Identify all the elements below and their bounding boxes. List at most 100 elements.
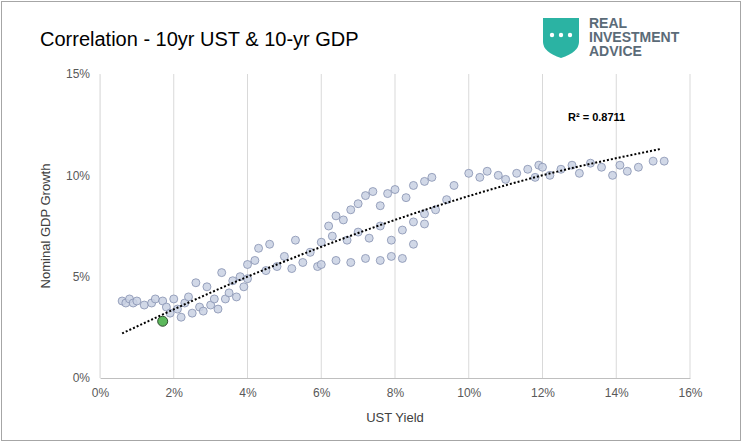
- point: [660, 157, 668, 165]
- point: [502, 175, 510, 183]
- point: [251, 256, 259, 264]
- grid: [100, 74, 690, 378]
- logo-dot: [550, 33, 554, 37]
- point: [210, 295, 218, 303]
- point: [398, 254, 406, 262]
- point: [266, 240, 274, 248]
- highlight-point: [158, 316, 168, 326]
- point: [240, 283, 248, 291]
- point: [494, 171, 502, 179]
- y-tick: 15%: [66, 67, 100, 81]
- point: [151, 295, 159, 303]
- y-tick: 0%: [73, 371, 100, 385]
- point: [185, 293, 193, 301]
- point: [513, 169, 521, 177]
- point: [539, 163, 547, 171]
- point: [598, 163, 606, 171]
- x-tick: 8%: [387, 378, 405, 400]
- point: [421, 220, 429, 228]
- x-tick-label: 12%: [531, 386, 555, 400]
- logo-dot: [568, 33, 572, 37]
- point: [421, 177, 429, 185]
- point: [255, 244, 263, 252]
- logo: REALINVESTMENTADVICE: [543, 15, 680, 59]
- point: [347, 206, 355, 214]
- point: [409, 240, 417, 248]
- point: [203, 283, 211, 291]
- point: [140, 301, 148, 309]
- point: [524, 165, 532, 173]
- point: [288, 265, 296, 273]
- annotation: R² = 0.8711: [568, 111, 625, 123]
- point: [402, 194, 410, 202]
- point: [299, 258, 307, 266]
- x-tick: 10%: [457, 378, 481, 400]
- point: [218, 269, 226, 277]
- x-tick-label: 8%: [387, 386, 405, 400]
- logo-icon: [543, 18, 579, 58]
- x-tick: 4%: [239, 378, 257, 400]
- point: [214, 305, 222, 313]
- point: [317, 261, 325, 269]
- y-tick-label: 5%: [73, 270, 91, 284]
- x-tick-label: 14%: [605, 386, 629, 400]
- point: [369, 188, 377, 196]
- point: [391, 186, 399, 194]
- x-tick: 16%: [678, 378, 702, 400]
- frame: [2, 2, 741, 441]
- point: [362, 254, 370, 262]
- point: [177, 313, 185, 321]
- point: [476, 173, 484, 181]
- point: [199, 307, 207, 315]
- point: [339, 216, 347, 224]
- point: [332, 212, 340, 220]
- point: [634, 163, 642, 171]
- point: [232, 293, 240, 301]
- point: [428, 173, 436, 181]
- point: [409, 218, 417, 226]
- y-tick: 10%: [66, 169, 100, 183]
- point: [325, 222, 333, 230]
- logo-text: ADVICE: [589, 43, 642, 59]
- point: [244, 261, 252, 269]
- point: [376, 202, 384, 210]
- grid-line: [542, 74, 543, 378]
- x-tick-label: 16%: [678, 386, 702, 400]
- point: [376, 256, 384, 264]
- point: [616, 161, 624, 169]
- point: [384, 190, 392, 198]
- y-tick-label: 15%: [66, 67, 90, 81]
- point: [450, 181, 458, 189]
- grid-line: [690, 74, 691, 378]
- point: [623, 167, 631, 175]
- x-tick-label: 0%: [92, 386, 110, 400]
- point: [354, 200, 362, 208]
- point: [362, 192, 370, 200]
- point: [332, 256, 340, 264]
- point: [409, 181, 417, 189]
- point: [133, 297, 141, 305]
- grid-line: [395, 74, 396, 378]
- grid-line: [321, 74, 322, 378]
- x-tick-label: 4%: [239, 386, 257, 400]
- x-tick-label: 10%: [457, 386, 481, 400]
- x-tick: 14%: [605, 378, 629, 400]
- x-axis-title: UST Yield: [366, 410, 424, 425]
- point: [421, 210, 429, 218]
- point: [432, 206, 440, 214]
- point: [365, 234, 373, 242]
- grid-line: [100, 74, 101, 378]
- title: Correlation - 10yr UST & 10-yr GDP: [40, 28, 359, 50]
- grid-line: [173, 74, 174, 378]
- point: [465, 169, 473, 177]
- x-axis-line: [101, 378, 691, 379]
- point: [609, 171, 617, 179]
- grid-line: [247, 74, 248, 378]
- trendline: [122, 149, 660, 333]
- point: [188, 309, 196, 317]
- plot-marks: [118, 149, 668, 333]
- x-tick: 6%: [313, 378, 331, 400]
- point: [347, 258, 355, 266]
- point: [649, 157, 657, 165]
- point: [192, 279, 200, 287]
